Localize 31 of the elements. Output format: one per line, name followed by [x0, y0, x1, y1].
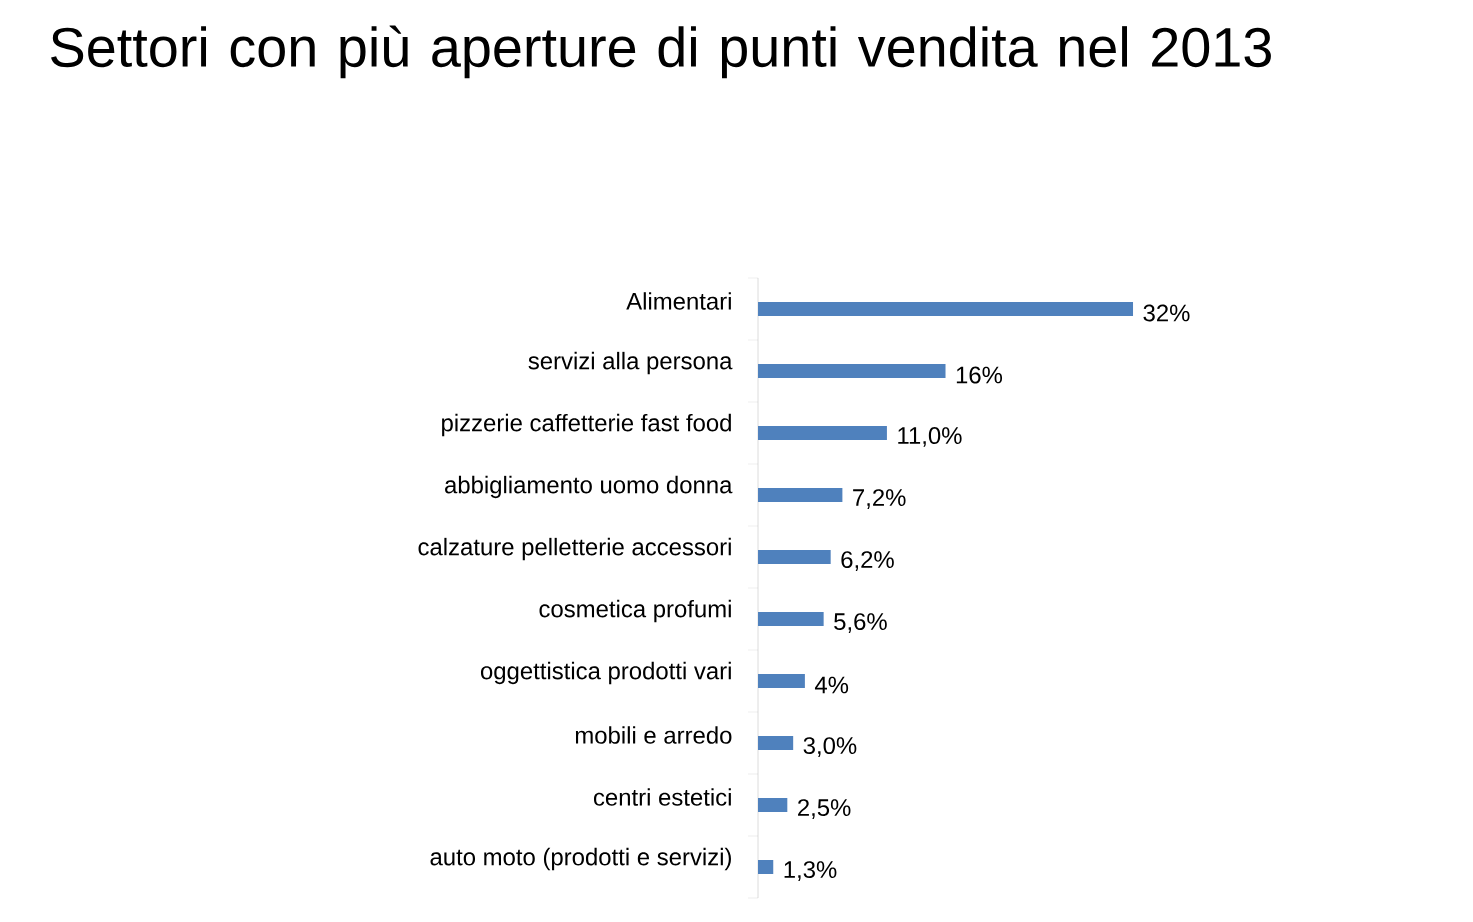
bar — [758, 363, 946, 378]
chart-title: Settori con più aperture di punti vendita nel 2013 — [51, 25, 1271, 79]
bar — [758, 301, 1134, 316]
y-tick-label: auto moto (prodotti e servizi) — [430, 847, 731, 871]
data-label: 3,0% — [803, 737, 857, 757]
data-label: 7,2% — [853, 489, 906, 509]
bar — [758, 860, 774, 875]
y-tick-label: cosmetica profumi — [539, 599, 731, 623]
y-tick-label: calzature pelletterie accessori — [418, 537, 731, 561]
y-tick-label: mobili e arredo — [575, 726, 732, 744]
data-label: 32% — [1143, 304, 1190, 322]
bar — [758, 674, 805, 688]
data-label: 2,5% — [798, 799, 851, 819]
y-tick-label: oggettistica prodotti vari — [480, 661, 731, 685]
data-label: 1,3% — [784, 861, 837, 881]
data-label: 6,2% — [841, 551, 894, 571]
y-tick-label: Alimentari — [626, 292, 731, 310]
bar — [758, 736, 794, 750]
data-label: 16% — [956, 366, 1003, 384]
bar — [758, 487, 843, 502]
y-tick-label: abbigliamento uomo donna — [445, 475, 733, 499]
data-label: 5,6% — [834, 613, 887, 633]
data-label: 11,0% — [898, 427, 962, 447]
y-tick-label: centri estetici — [593, 788, 731, 806]
y-tick-label: servizi alla persona — [528, 351, 733, 375]
y-tick-label: pizzerie caffetterie fast food — [442, 413, 731, 437]
bar — [758, 425, 887, 440]
bar — [758, 612, 824, 626]
data-label: 4% — [814, 676, 849, 694]
bar — [758, 798, 788, 812]
bar — [758, 550, 831, 564]
